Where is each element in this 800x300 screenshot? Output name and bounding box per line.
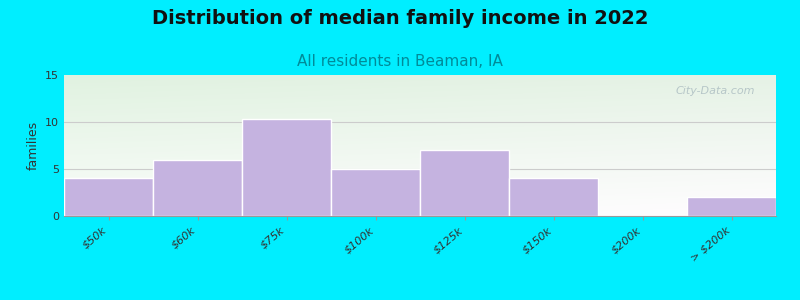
Bar [420, 150, 509, 216]
Bar [509, 178, 598, 216]
Bar [687, 197, 776, 216]
Text: All residents in Beaman, IA: All residents in Beaman, IA [297, 54, 503, 69]
Y-axis label: families: families [26, 121, 39, 170]
Text: Distribution of median family income in 2022: Distribution of median family income in … [152, 9, 648, 28]
Text: City-Data.com: City-Data.com [675, 86, 754, 96]
Bar [64, 178, 153, 216]
Bar [331, 169, 420, 216]
Bar [153, 160, 242, 216]
Bar [242, 119, 331, 216]
